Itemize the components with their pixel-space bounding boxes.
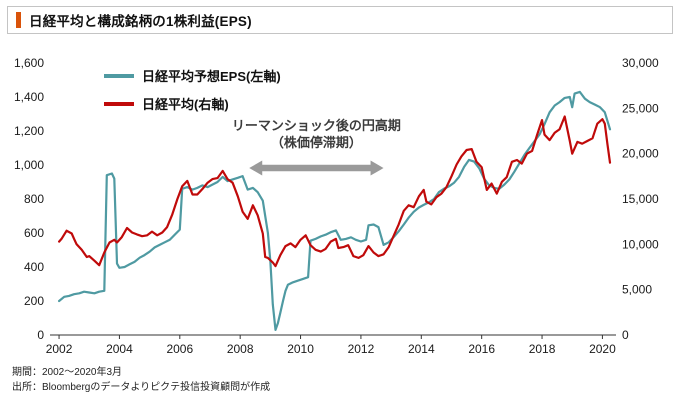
left-axis-tick-label: 800 bbox=[24, 192, 44, 206]
left-axis-tick-label: 1,200 bbox=[14, 124, 44, 138]
series-line-eps bbox=[57, 90, 612, 331]
annotation-arrow-right-head bbox=[370, 160, 384, 176]
left-axis-tick-label: 600 bbox=[24, 226, 44, 240]
x-tick-label: 2018 bbox=[529, 342, 556, 356]
left-axis-tick-label: 0 bbox=[37, 328, 44, 342]
chart-title-box: 日経平均と構成銘柄の1株利益(EPS) bbox=[7, 6, 673, 34]
right-axis-tick-label: 20,000 bbox=[622, 147, 659, 161]
x-tick-label: 2016 bbox=[468, 342, 495, 356]
legend-label-eps: 日経平均予想EPS(左軸) bbox=[142, 69, 281, 84]
legend-item-eps: 日経平均予想EPS(左軸) bbox=[104, 66, 281, 85]
x-tick-label: 2008 bbox=[227, 342, 254, 356]
right-axis-tick-label: 30,000 bbox=[622, 56, 659, 70]
eps-nikkei-chart: 2002 2004 2006 2008 2010 2012 2014 2016 2018 2020… bbox=[14, 56, 659, 356]
left-axis-tick-label: 1,600 bbox=[14, 56, 44, 70]
x-tick-label: 2020 bbox=[589, 342, 616, 356]
left-axis-tick-label: 200 bbox=[24, 294, 44, 308]
annotation-text-line: リーマンショック後の円高期 bbox=[232, 118, 401, 133]
x-tick-label: 2004 bbox=[106, 342, 133, 356]
right-axis-tick-label: 5,000 bbox=[622, 283, 652, 297]
chart-legend: 日経平均予想EPS(左軸) 日経平均(右軸) bbox=[104, 66, 281, 113]
right-axis-tick-label: 0 bbox=[622, 328, 629, 342]
legend-swatch-eps bbox=[104, 73, 134, 78]
left-axis-tick-label: 1,000 bbox=[14, 158, 44, 172]
x-tick-label: 2002 bbox=[46, 342, 73, 356]
right-axis-tick-label: 25,000 bbox=[622, 101, 659, 115]
left-axis-tick-label: 400 bbox=[24, 260, 44, 274]
title-accent-bar bbox=[16, 12, 21, 28]
left-axis-tick-label: 1,400 bbox=[14, 90, 44, 104]
legend-item-nikkei: 日経平均(右軸) bbox=[104, 94, 281, 113]
annotation-arrow-left-head bbox=[249, 160, 263, 176]
legend-label-nikkei: 日経平均(右軸) bbox=[142, 97, 229, 112]
footnote-period: 期間：2002～2020年3月 bbox=[12, 367, 123, 378]
page-title: 日経平均と構成銘柄の1株利益(EPS) bbox=[29, 14, 252, 29]
right-axis-tick-label: 10,000 bbox=[622, 237, 659, 251]
annotation-text-line: （株価停滞期） bbox=[271, 135, 362, 150]
x-tick-label: 2006 bbox=[166, 342, 193, 356]
legend-swatch-nikkei bbox=[104, 101, 134, 106]
right-axis-tick-label: 15,000 bbox=[622, 192, 659, 206]
chart-footnotes: 期間：2002～2020年3月 出所：Bloombergのデータよりピクテ投信投… bbox=[12, 365, 270, 395]
x-tick-label: 2014 bbox=[408, 342, 435, 356]
x-tick-label: 2010 bbox=[287, 342, 314, 356]
footnote-source: 出所：Bloombergのデータよりピクテ投信投資顧問が作成 bbox=[12, 382, 271, 393]
series-line-nikkei bbox=[57, 115, 612, 268]
x-tick-label: 2012 bbox=[348, 342, 375, 356]
